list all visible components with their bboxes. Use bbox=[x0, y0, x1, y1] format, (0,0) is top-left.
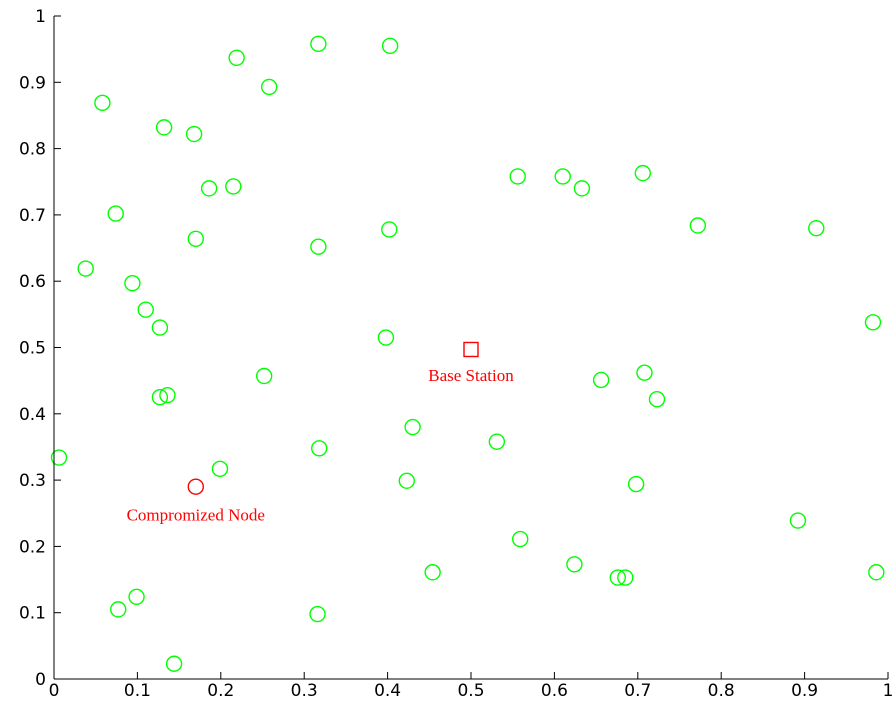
series-0-point-27 bbox=[159, 387, 176, 404]
y-tick-label: 0.7 bbox=[19, 206, 46, 226]
series-0-point-33 bbox=[211, 460, 229, 478]
series-0-point-48 bbox=[165, 655, 183, 672]
series-0-point-29 bbox=[636, 364, 653, 381]
y-tick-label: 0 bbox=[35, 670, 46, 690]
x-tick-label: 0.4 bbox=[374, 681, 401, 701]
series-0-point-21 bbox=[634, 164, 652, 182]
series-0-point-44 bbox=[868, 564, 885, 581]
series-0-point-4 bbox=[260, 78, 278, 96]
series-0-point-47 bbox=[309, 605, 326, 623]
x-tick-label: 0.6 bbox=[541, 681, 568, 701]
series-0-point-25 bbox=[255, 367, 273, 385]
x-tick-label: 0.1 bbox=[124, 681, 151, 701]
y-tick-label: 0.9 bbox=[19, 73, 46, 93]
series-0-point-1 bbox=[381, 37, 399, 55]
y-tick-label: 1 bbox=[35, 7, 46, 27]
series-0-point-5 bbox=[155, 119, 173, 136]
series-0-point-17 bbox=[377, 329, 395, 346]
series-0-point-46 bbox=[128, 588, 145, 605]
series-0-point-14 bbox=[124, 274, 141, 292]
series-0-point-12 bbox=[381, 221, 398, 238]
series-0-point-15 bbox=[137, 301, 154, 318]
y-tick-label: 0.1 bbox=[19, 604, 46, 624]
series-0-point-8 bbox=[225, 178, 242, 195]
series-0-point-23 bbox=[808, 219, 825, 237]
series-0-point-10 bbox=[187, 230, 204, 247]
series-0-point-41 bbox=[609, 569, 626, 586]
series-0-point-2 bbox=[228, 49, 245, 66]
series-0-point-43 bbox=[424, 564, 441, 581]
series-0-point-22 bbox=[689, 217, 707, 234]
series-0-point-11 bbox=[310, 238, 327, 255]
series-0-point-20 bbox=[573, 180, 591, 197]
series-0-point-19 bbox=[554, 168, 571, 185]
series-0-point-18 bbox=[509, 168, 526, 185]
axes bbox=[53, 15, 889, 680]
series-2-point-0 bbox=[463, 341, 479, 358]
series-0-point-40 bbox=[566, 556, 583, 573]
series-0-point-38 bbox=[789, 512, 807, 529]
x-tick-label: 0 bbox=[49, 681, 60, 701]
series-0-point-35 bbox=[488, 433, 506, 450]
series-0-point-3 bbox=[94, 94, 111, 112]
series-0-point-6 bbox=[185, 125, 203, 143]
series-0-point-34 bbox=[311, 440, 328, 457]
series-0-point-13 bbox=[77, 260, 94, 277]
x-tick-label: 0.5 bbox=[457, 681, 484, 701]
series-0-point-32 bbox=[50, 449, 68, 466]
y-tick-label: 0.4 bbox=[19, 405, 46, 425]
data-markers bbox=[50, 35, 885, 672]
annotation-1: Compromized Node bbox=[127, 505, 265, 524]
series-0-point-42 bbox=[617, 569, 634, 586]
series-0-point-26 bbox=[151, 389, 169, 406]
y-tick-label: 0.3 bbox=[19, 471, 46, 491]
series-0-point-45 bbox=[110, 601, 127, 618]
annotation-0: Base Station bbox=[428, 366, 514, 385]
series-0-point-31 bbox=[404, 418, 421, 436]
series-1-point-0 bbox=[187, 478, 204, 495]
x-tick-label: 0.7 bbox=[624, 681, 651, 701]
series-0-point-39 bbox=[512, 530, 529, 548]
y-tick-label: 0.6 bbox=[19, 272, 46, 292]
x-tick-label: 0.9 bbox=[791, 681, 818, 701]
y-tick-label: 0.2 bbox=[19, 537, 46, 557]
annotations: Base Station Compromized Node bbox=[127, 366, 515, 524]
series-0-point-28 bbox=[592, 371, 610, 389]
y-tick-label: 0.8 bbox=[19, 140, 46, 160]
x-tick-label: 0.8 bbox=[708, 681, 735, 701]
series-0-point-37 bbox=[627, 475, 645, 493]
series-0-point-0 bbox=[310, 35, 327, 53]
series-0-point-36 bbox=[398, 472, 415, 489]
x-tick-label: 0.3 bbox=[291, 681, 318, 701]
x-tick-label: 0.2 bbox=[207, 681, 234, 701]
series-0-point-9 bbox=[107, 205, 124, 222]
tick-labels: 0 0.1 0.2 0.3 0.4 0.5 0.6 0.7 0.8 0.9 1 0 0.1 0.2 0.3 0… bbox=[19, 7, 893, 701]
series-0-point-16 bbox=[151, 319, 169, 336]
series-0-point-30 bbox=[648, 391, 666, 408]
x-tick-label: 1 bbox=[883, 681, 894, 701]
y-tick-label: 0.5 bbox=[19, 339, 46, 359]
series-0-point-7 bbox=[200, 180, 218, 197]
series-0-point-24 bbox=[864, 314, 882, 331]
